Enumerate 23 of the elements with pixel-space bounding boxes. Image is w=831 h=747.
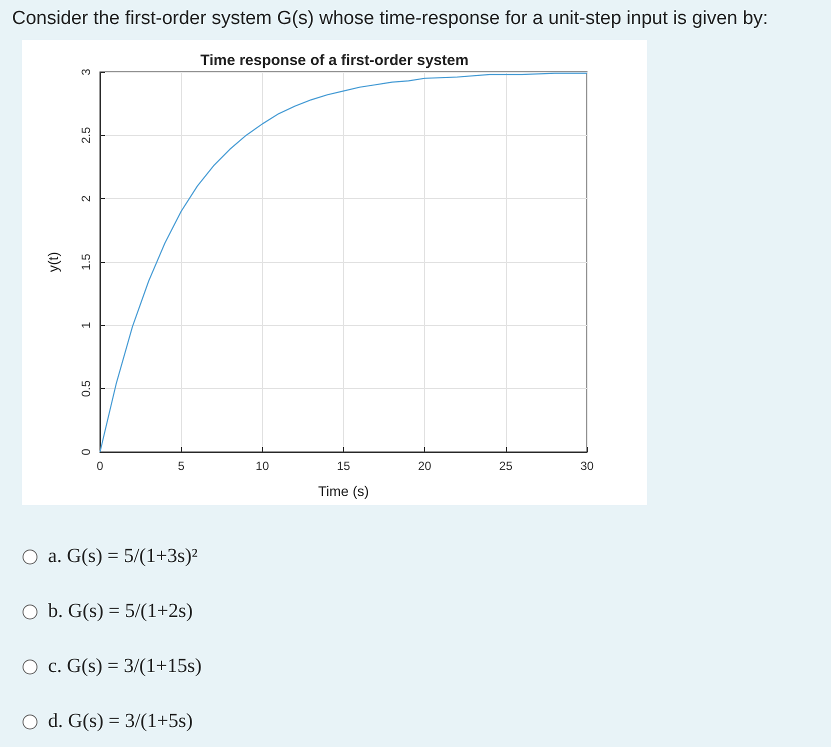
text: b. G(s) = 5/(1+2s) [48,600,193,623]
x-tick-label: 5 [178,459,185,473]
text: d. G(s) = 3/(1+5s) [48,710,193,733]
x-tick-label: 15 [336,459,350,473]
text: Consider the first-order system G(s) whose time-response for a unit-step input is given by: [12,8,768,30]
line-series [99,72,588,453]
chart-title: Time response of a first-order system [200,52,469,69]
y-axis-title: y(t) [45,252,61,272]
y-tick-label: 2 [79,195,93,202]
x-axis-title: Time (s) [318,483,369,499]
y-tick-label: 3 [79,68,93,76]
y-tick-label: 0 [79,448,93,456]
y-tick-label: 0.5 [79,380,93,398]
x-tick-label: 25 [499,459,513,473]
x-tick-label: 0 [96,459,104,473]
text: c. G(s) = 3/(1+15s) [48,655,202,678]
x-tick-label: 10 [256,459,270,473]
x-tick-label: 20 [418,459,432,473]
y-tick-label: 1 [79,322,93,329]
y-tick-label: 1.5 [79,253,93,270]
x-tick-label: 30 [580,459,594,473]
y-tick-label: 2.5 [79,126,93,144]
text: a. G(s) = 5/(1+3s)² [48,545,198,568]
